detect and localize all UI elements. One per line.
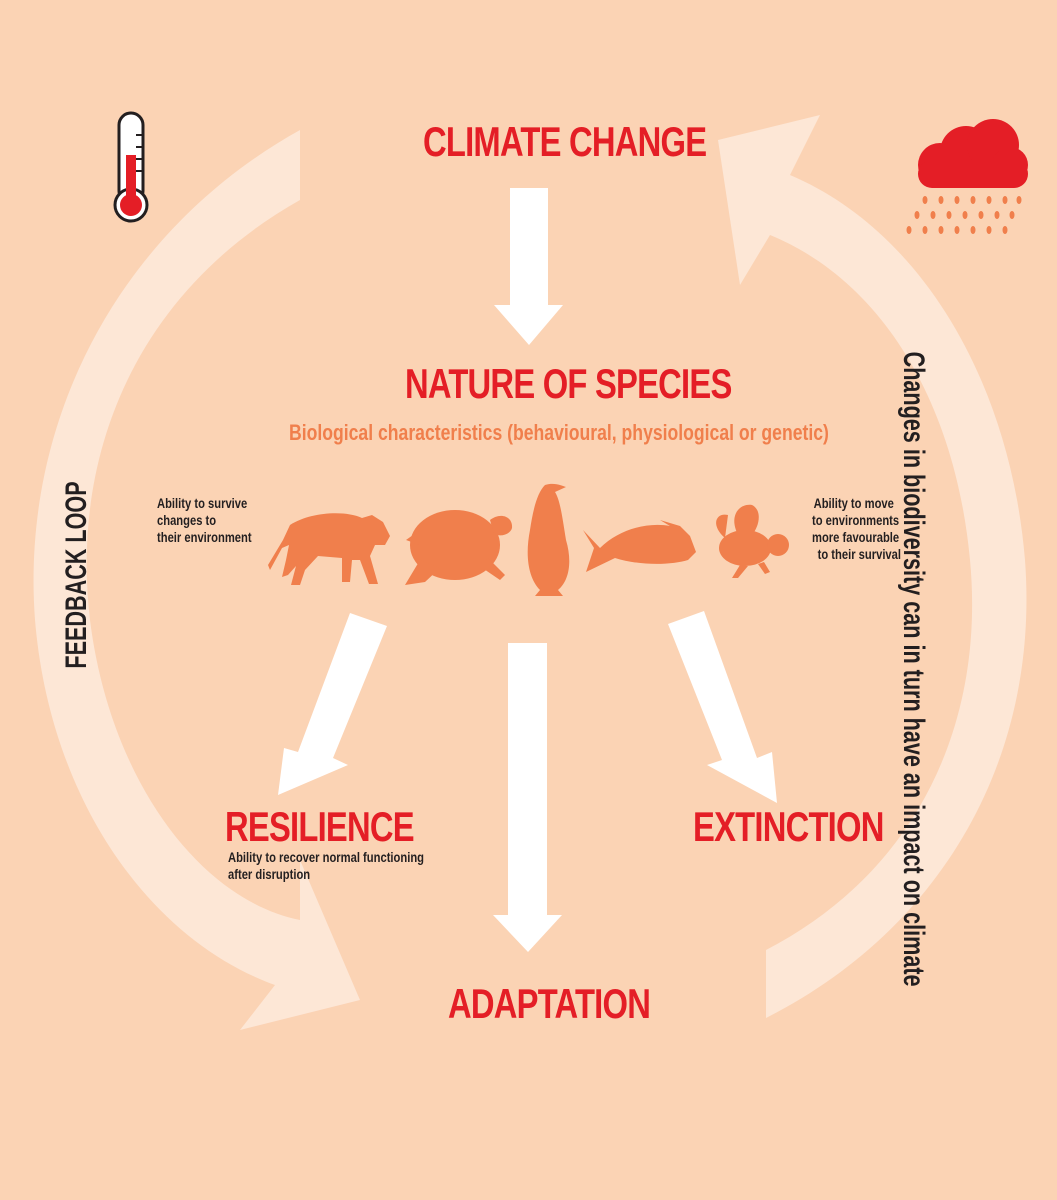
survive-note-line: their environment (157, 529, 252, 545)
survive-note-line: changes to (157, 512, 217, 528)
move-note-line: Ability to move (813, 495, 894, 511)
resilience-description-line: after disruption (228, 866, 311, 882)
move-note: Ability to move to environments more fav… (812, 495, 901, 563)
move-note-line: more favourable (812, 529, 900, 545)
nature-of-species-subtitle: Biological characteristics (behavioural,… (289, 420, 829, 445)
extinction-title: EXTINCTION (693, 803, 884, 850)
feedback-loop-arrow (33, 130, 360, 1030)
adaptation-title: ADAPTATION (448, 980, 651, 1027)
rain-cloud-icon (906, 119, 1028, 234)
climate-change-title: CLIMATE CHANGE (423, 118, 707, 165)
impact-label: Changes in biodiversity can in turn have… (897, 351, 930, 987)
impact-loop-arrow (718, 115, 1027, 1018)
thermometer-icon (113, 111, 149, 223)
feedback-loop-label: FEEDBACK LOOP (60, 481, 93, 669)
turtle-icon (405, 510, 513, 585)
survive-note: Ability to survive changes to their envi… (157, 495, 252, 546)
resilience-description-line: Ability to recover normal functioning (228, 849, 425, 865)
move-note-line: to their survival (817, 546, 902, 562)
penguin-icon (527, 483, 570, 596)
survive-note-line: Ability to survive (157, 495, 248, 511)
resilience-description: Ability to recover normal functioning af… (228, 849, 424, 883)
fish-icon (583, 520, 696, 572)
move-note-line: to environments (812, 512, 900, 528)
resilience-title: RESILIENCE (225, 803, 415, 850)
bee-icon (716, 504, 795, 578)
arrow-to-species (494, 188, 563, 345)
nature-of-species-title: NATURE OF SPECIES (405, 360, 732, 407)
arrow-to-adaptation (493, 643, 562, 952)
arrow-to-resilience (278, 613, 387, 795)
arrow-to-extinction (668, 611, 777, 803)
tiger-icon (268, 513, 390, 585)
